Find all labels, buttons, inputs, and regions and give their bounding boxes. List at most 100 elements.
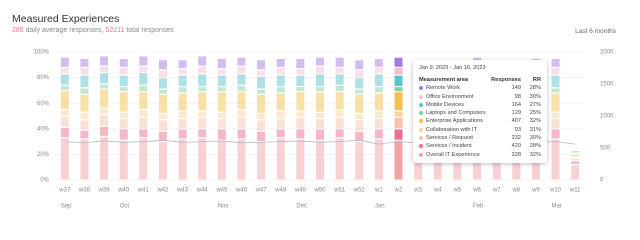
bar-segment xyxy=(198,138,207,180)
bar-segment xyxy=(158,131,167,141)
bar-segment xyxy=(217,140,226,180)
bar-segment xyxy=(60,91,69,109)
bar-segment xyxy=(100,84,109,89)
bar-segment xyxy=(60,116,69,127)
month-label: Dec xyxy=(296,204,307,210)
bar-segment xyxy=(139,92,148,109)
responses: 129 xyxy=(511,110,521,117)
responses: 93 xyxy=(514,126,521,133)
bar-segment xyxy=(80,139,89,180)
rr: 31% xyxy=(529,126,541,133)
x-tick-label: w45 xyxy=(215,188,228,194)
bar-segment xyxy=(100,137,109,180)
bar-segment xyxy=(158,60,167,70)
bar-segment xyxy=(296,117,305,129)
bar-segment xyxy=(296,129,305,139)
bar-segment xyxy=(80,130,89,139)
x-tick-label: w49 xyxy=(294,188,307,194)
bar-segment xyxy=(158,120,167,131)
bar-segment xyxy=(237,129,246,139)
bar-segment xyxy=(198,74,207,86)
bar-segment xyxy=(198,117,207,129)
bar-segment xyxy=(551,112,560,118)
bar-segment xyxy=(296,69,305,75)
bar-segment xyxy=(119,119,128,129)
bar-segment xyxy=(178,60,187,69)
bar-segment xyxy=(551,119,560,129)
legend-name: Services / Request xyxy=(426,135,473,142)
bar-segment xyxy=(571,151,580,153)
month-label: Sep xyxy=(61,204,72,210)
tooltip-header: Measurement area Responses RR xyxy=(419,77,541,83)
x-tick-label: w51 xyxy=(333,188,346,194)
bar-segment xyxy=(217,69,226,75)
bar-segment xyxy=(335,57,344,67)
bar-segment xyxy=(571,155,580,157)
bar-segment xyxy=(276,93,285,111)
bar-segment xyxy=(119,92,128,112)
y-tick-label: 60% xyxy=(37,101,50,107)
bar-segment xyxy=(394,67,403,75)
bar-segment xyxy=(178,129,187,139)
bar-segment xyxy=(139,85,148,92)
bar-segment xyxy=(551,129,560,139)
bar-segment xyxy=(178,119,187,129)
bar-segment xyxy=(374,119,383,129)
bar-segment xyxy=(198,66,207,74)
bar-segment xyxy=(374,59,383,67)
x-tick-label: w5 xyxy=(453,188,462,194)
bar-segment xyxy=(60,110,69,116)
bar-segment xyxy=(100,89,109,108)
legend-dot xyxy=(419,86,423,91)
bar-segment xyxy=(100,66,109,72)
bar-segment xyxy=(80,88,89,94)
tooltip-row: Services / Incident 429 28% xyxy=(419,143,541,149)
range-select[interactable]: Last 6 months xyxy=(575,28,616,35)
bar-segment xyxy=(198,111,207,117)
col: Responses xyxy=(491,77,521,83)
legend-name: Enterprise Applications xyxy=(426,118,483,125)
bar-segment xyxy=(374,93,383,111)
y-tick-label: 80% xyxy=(37,75,50,81)
bar-segment xyxy=(316,129,324,140)
bar-segment xyxy=(394,140,403,180)
bar-segment xyxy=(119,112,128,118)
x-tick-label: w52 xyxy=(353,188,366,194)
bar-segment xyxy=(80,75,89,88)
bar-segment xyxy=(355,120,364,131)
bar-segment xyxy=(198,87,207,92)
bar-segment xyxy=(276,111,285,118)
bar-segment xyxy=(551,59,560,67)
bar-segment xyxy=(374,87,383,93)
rr: 28% xyxy=(529,143,541,150)
legend-name: Collaboration with IT xyxy=(426,126,477,133)
legend-dot xyxy=(419,111,423,116)
bar-segment xyxy=(335,129,344,138)
x-tick-label: w48 xyxy=(274,188,287,194)
bar-segment xyxy=(374,67,383,74)
y2-tick-label: 500 xyxy=(600,146,611,152)
bar-segment xyxy=(316,140,324,180)
bar-segment xyxy=(335,117,344,129)
legend-name: Mobile Devices xyxy=(426,101,464,108)
x-tick-label: w9 xyxy=(531,188,540,194)
y-tick-label: 40% xyxy=(37,126,50,132)
bar-segment xyxy=(296,111,305,117)
bar-segment xyxy=(217,119,226,129)
rr: 25% xyxy=(529,110,541,117)
tooltip: Jan 9, 2023 - Jan 16, 2023 Measurement a… xyxy=(413,60,547,163)
bar-segment xyxy=(257,114,266,120)
bar-segment xyxy=(237,74,246,85)
rr: 30% xyxy=(529,135,541,142)
x-tick-label: w3 xyxy=(413,188,422,194)
bar-segment xyxy=(119,129,128,140)
bar-segment xyxy=(237,57,246,66)
tooltip-row: Collaboration with IT 93 31% xyxy=(419,127,541,133)
legend-name: Office Environment xyxy=(426,93,474,100)
bar-segment xyxy=(276,67,285,75)
rr: 32% xyxy=(529,118,541,125)
bar-segment xyxy=(257,131,266,141)
bar-segment xyxy=(355,114,364,120)
bar-segment xyxy=(571,161,580,165)
bar-segment xyxy=(178,69,187,75)
